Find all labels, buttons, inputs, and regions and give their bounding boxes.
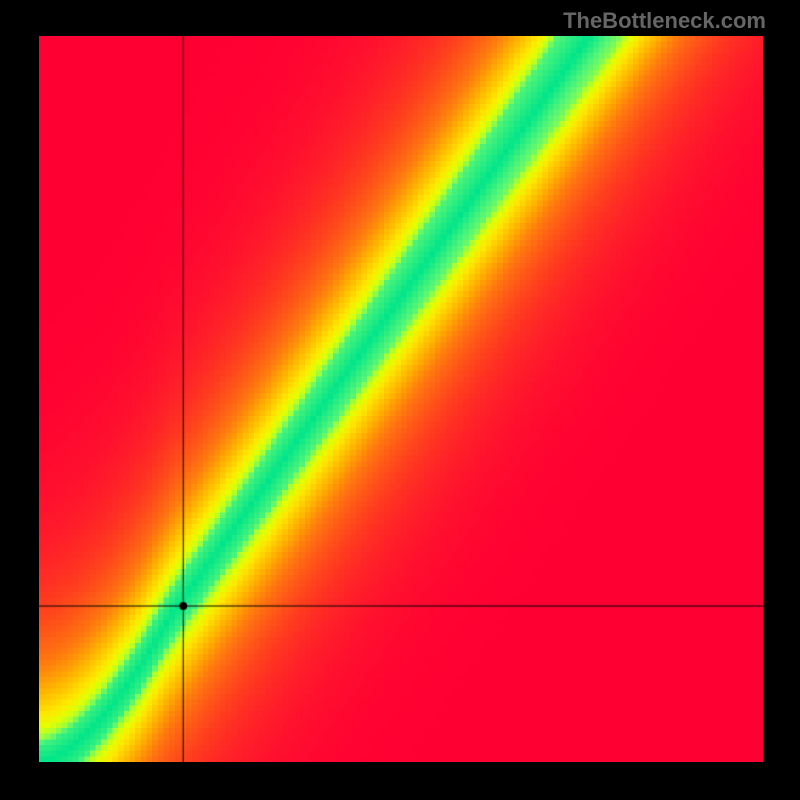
watermark-text: TheBottleneck.com — [563, 8, 766, 34]
chart-container: TheBottleneck.com — [0, 0, 800, 800]
crosshair-overlay — [39, 36, 763, 762]
